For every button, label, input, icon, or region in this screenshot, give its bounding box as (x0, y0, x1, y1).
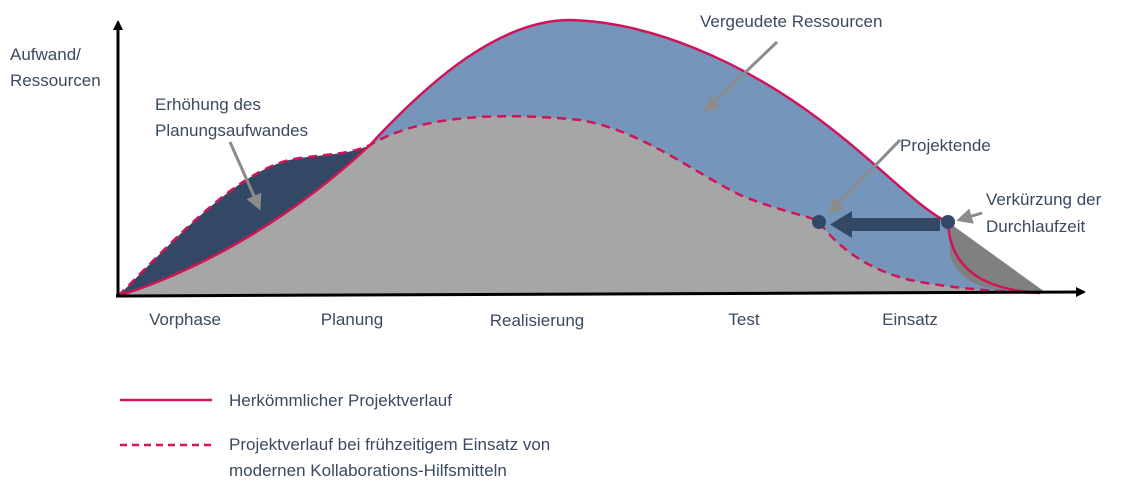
shorten-callout-arrow (956, 208, 983, 224)
y-axis-label-line2: Ressourcen (10, 71, 101, 90)
project-end-point (812, 215, 826, 229)
phase-label: Test (728, 310, 759, 329)
legend-dashed-label-line2: modernen Kollaborations-Hilfsmitteln (229, 461, 507, 480)
project-end-callout-arrow (827, 138, 902, 215)
shorten-arrow-head (830, 211, 852, 238)
phase-label: Realisierung (490, 311, 585, 330)
conventional-end-point (941, 215, 955, 229)
planning-increase-label-line1: Erhöhung des (155, 95, 261, 114)
wasted-callout-arrow (703, 40, 779, 113)
shorten-label-line1: Verkürzung der (986, 190, 1102, 209)
wasted-resources-label: Vergeudete Ressourcen (700, 12, 882, 31)
shorten-label-line2: Durchlaufzeit (986, 217, 1085, 236)
planning-increase-area (118, 145, 370, 296)
project-end-label: Projektende (900, 136, 991, 155)
phase-label: Vorphase (149, 310, 221, 329)
y-axis-label-line1: Aufwand/ (10, 45, 81, 64)
planning-callout-arrow (228, 141, 262, 211)
tail-area (948, 222, 1045, 292)
phase-label: Planung (321, 310, 383, 329)
shorten-arrow-body (848, 218, 940, 231)
legend-solid-label: Herkömmlicher Projektverlauf (229, 391, 452, 410)
collaboration-curve (117, 115, 1041, 297)
planning-increase-label-line2: Planungsaufwandes (155, 121, 308, 140)
phase-label: Einsatz (882, 310, 938, 329)
base-effort-area (118, 116, 1040, 296)
x-axis (115, 287, 1086, 298)
legend-dashed-label-line1: Projektverlauf bei frühzeitigem Einsatz … (229, 435, 550, 454)
